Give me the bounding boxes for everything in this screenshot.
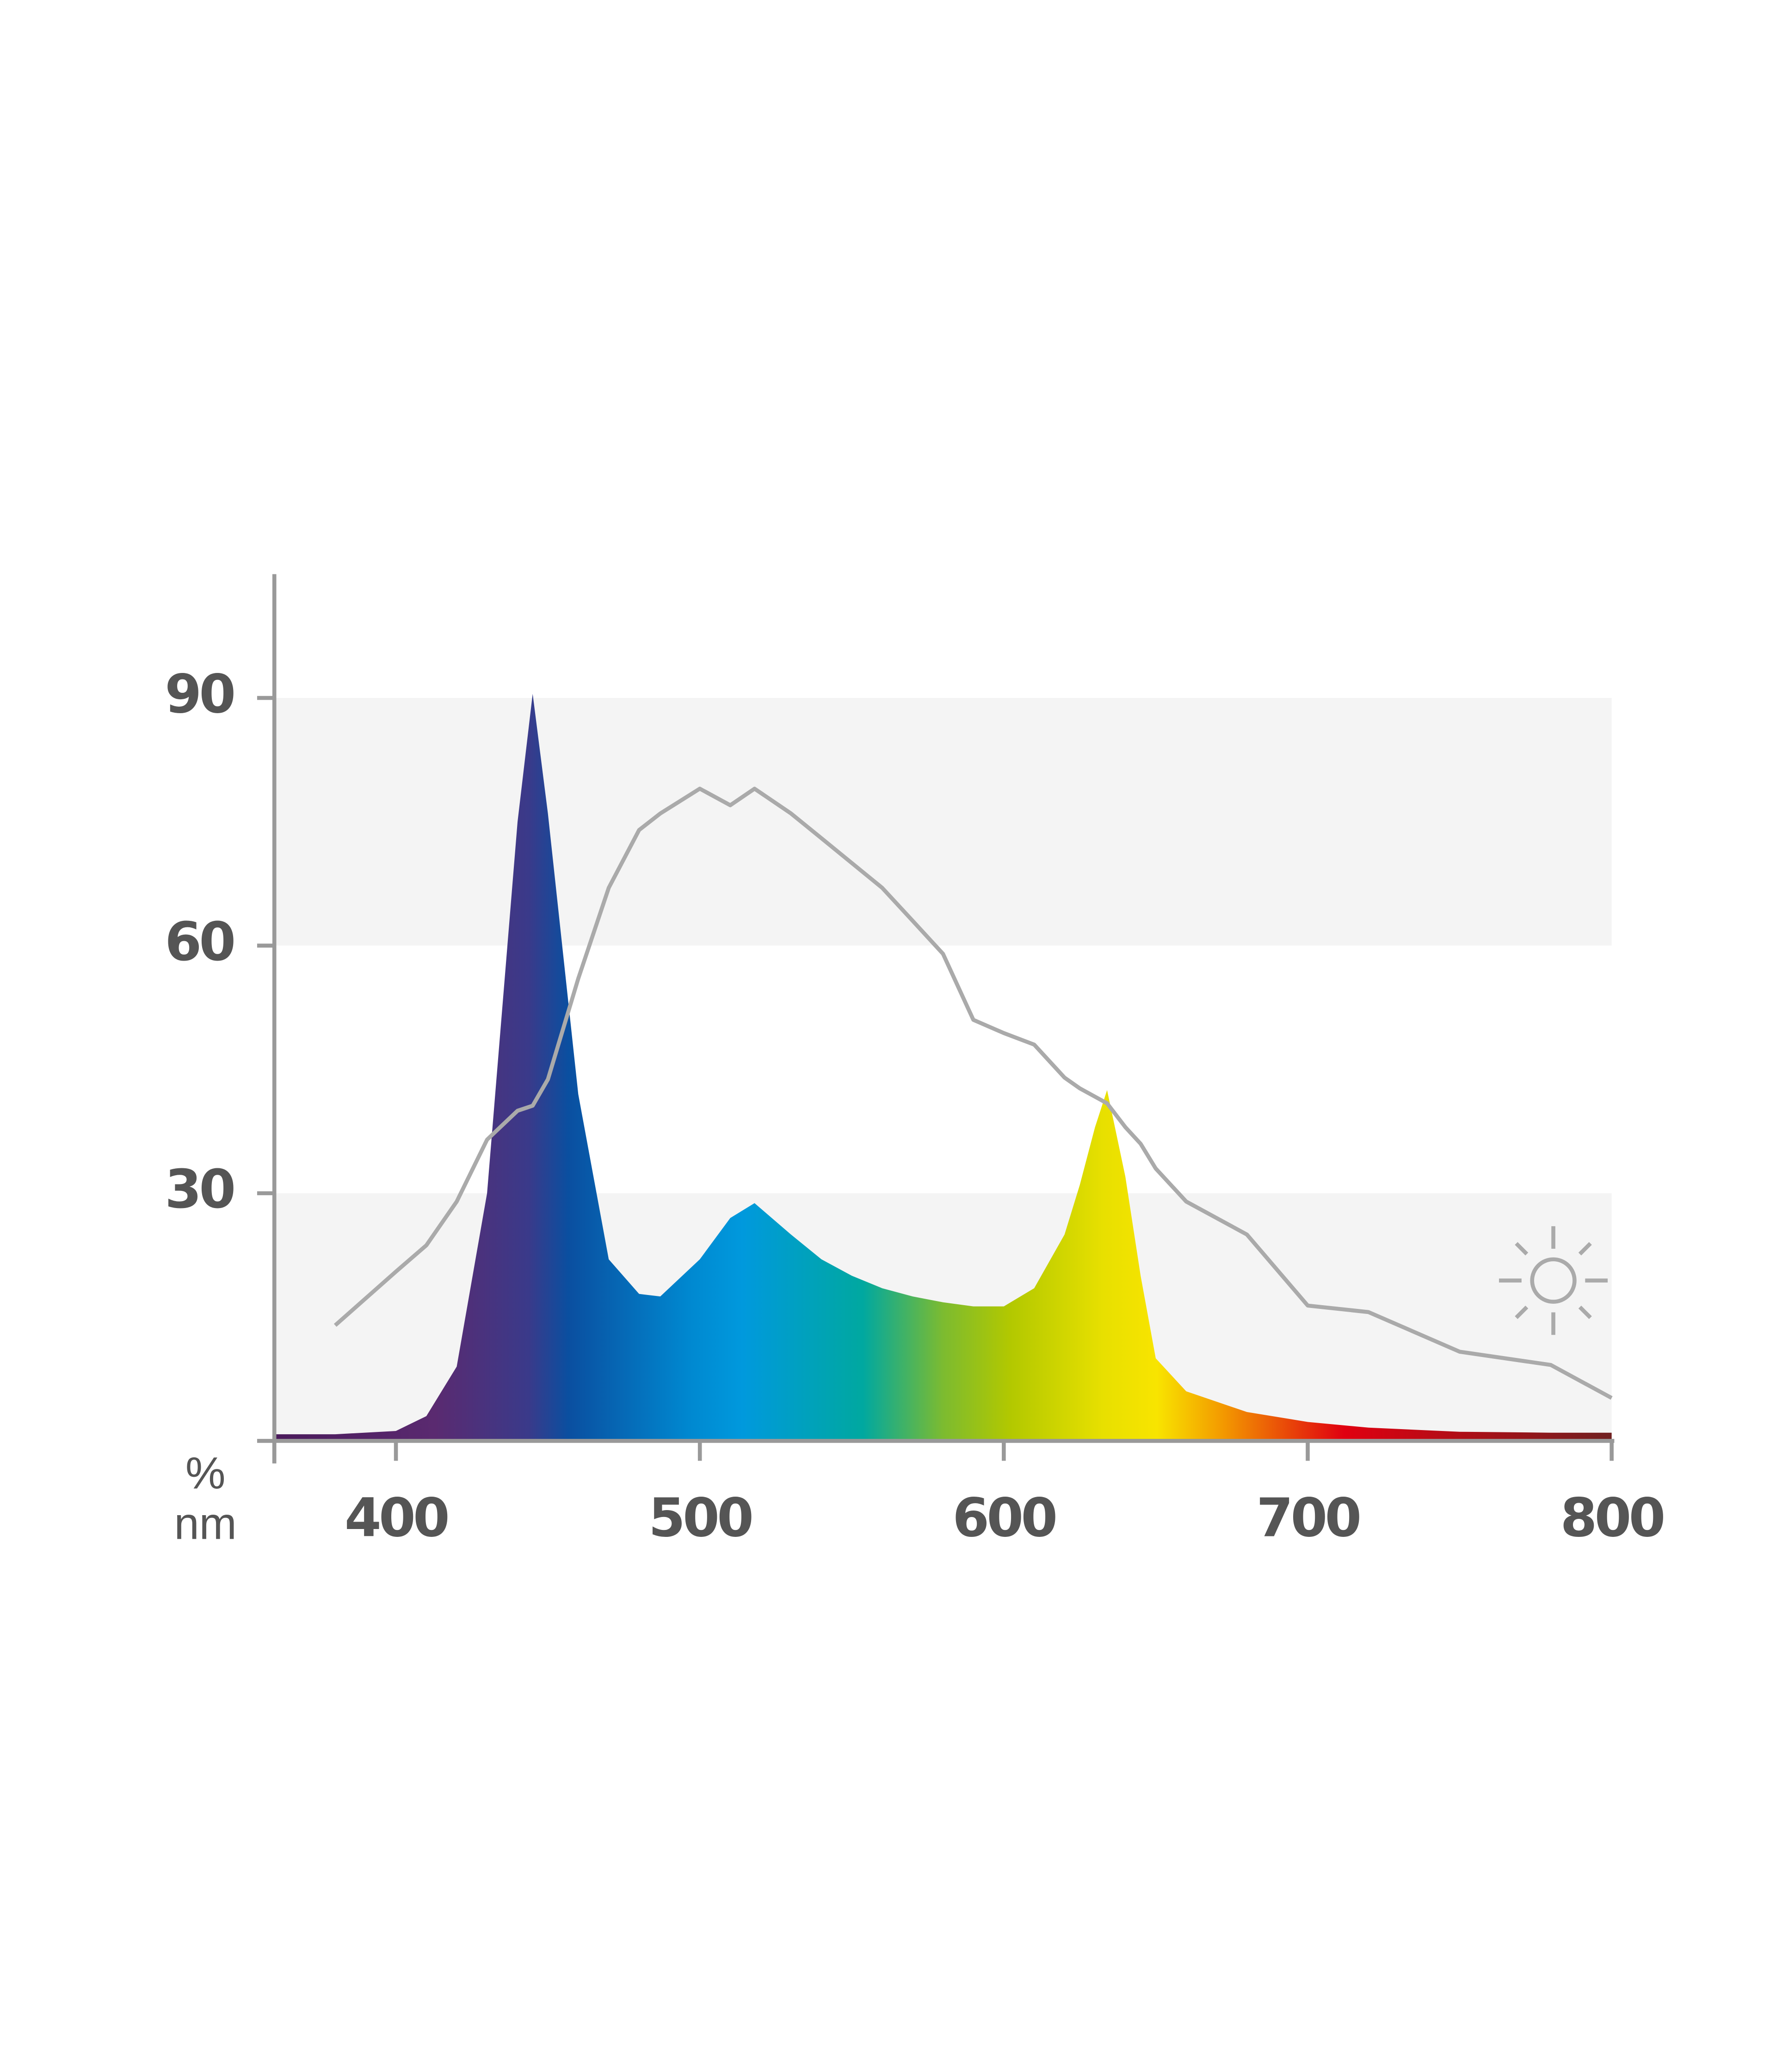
x-tick-label: 600 [952,1488,1055,1549]
y-tick-label: 60 [165,912,234,973]
y-tick-label: 30 [165,1159,234,1221]
sun-icon [1499,1226,1608,1335]
line [333,786,1613,1400]
x-tick-label: 400 [345,1488,448,1549]
plot [274,694,1613,1441]
x-unit: nm [174,1498,237,1548]
area [274,694,1612,1441]
y-tick-label: 90 [165,664,234,725]
x-tick-label: 700 [1256,1488,1359,1549]
x-tick-label: 800 [1560,1488,1664,1549]
grid-band [274,698,1612,946]
x-tick-label: 500 [648,1488,752,1549]
y-unit: % [185,1448,226,1498]
